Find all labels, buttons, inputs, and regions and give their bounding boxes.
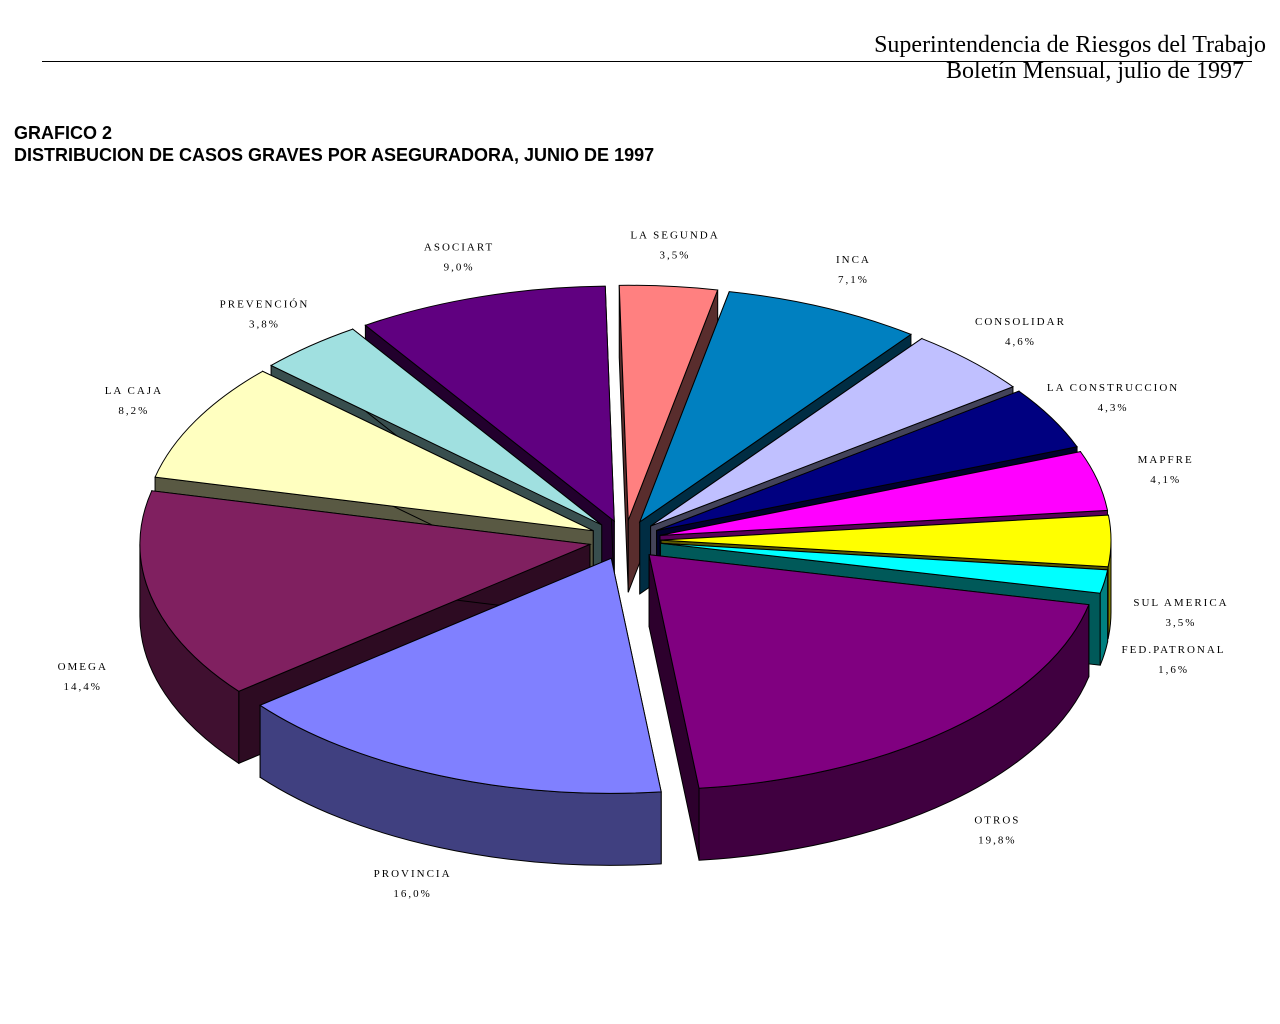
slice-label-mapfre: MAPFRE: [1138, 454, 1194, 466]
slice-label-omega: OMEGA: [58, 661, 108, 673]
slice-label-consolidar: CONSOLIDAR: [975, 316, 1066, 328]
slice-value-fed-patronal: 1,6%: [1158, 664, 1189, 676]
slice-label-la-segunda: LA SEGUNDA: [630, 229, 719, 241]
header-rule: [42, 61, 1252, 62]
slice-label-sul-america: SUL AMERICA: [1133, 597, 1228, 609]
slice-label-la-construccion: LA CONSTRUCCION: [1047, 382, 1179, 394]
slice-label-inca: INCA: [836, 254, 871, 266]
slice-label-prevenci-n: PREVENCIÓN: [220, 299, 310, 311]
figure-heading: GRAFICO 2 DISTRIBUCION DE CASOS GRAVES P…: [14, 122, 654, 166]
slice-value-la-caja: 8,2%: [118, 405, 149, 417]
slice-value-asociart: 9,0%: [444, 262, 475, 274]
slice-value-omega: 14,4%: [64, 681, 102, 693]
slice-value-prevenci-n: 3,8%: [249, 319, 280, 331]
slice-label-asociart: ASOCIART: [424, 242, 494, 254]
slice-value-mapfre: 4,1%: [1150, 474, 1181, 486]
figure-number: GRAFICO 2: [14, 123, 113, 143]
header-bulletin: Boletín Mensual, julio de 1997: [946, 58, 1244, 84]
slice-label-fed-patronal: FED.PATRONAL: [1122, 644, 1226, 656]
slice-label-otros: OTROS: [974, 815, 1020, 827]
pie-slice-provincia: [259, 557, 662, 866]
slice-value-la-segunda: 3,5%: [660, 249, 691, 261]
slice-value-la-construccion: 4,3%: [1098, 402, 1129, 414]
header-organization: Superintendencia de Riesgos del Trabajo: [874, 32, 1266, 58]
slice-value-sul-america: 3,5%: [1166, 617, 1197, 629]
slice-value-provincia: 16,0%: [393, 888, 431, 900]
figure-title: DISTRIBUCION DE CASOS GRAVES POR ASEGURA…: [14, 145, 655, 165]
slice-value-otros: 19,8%: [978, 835, 1016, 847]
pie-slice-otros: [648, 554, 1090, 861]
slice-label-la-caja: LA CAJA: [105, 385, 163, 397]
slice-value-consolidar: 4,6%: [1005, 336, 1036, 348]
slice-value-inca: 7,1%: [838, 274, 869, 286]
slice-label-provincia: PROVINCIA: [374, 868, 452, 880]
